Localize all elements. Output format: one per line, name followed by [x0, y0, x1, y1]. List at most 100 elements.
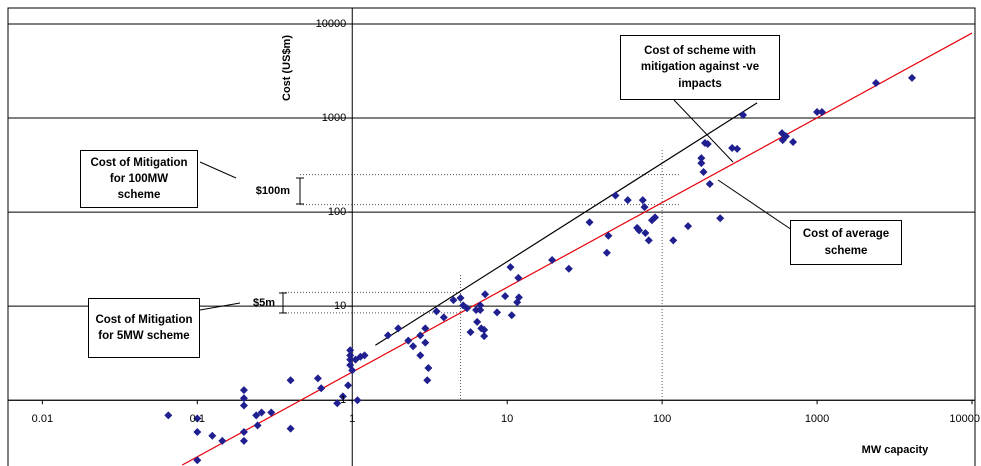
leader-line [199, 302, 241, 311]
data-point [651, 213, 660, 222]
data-point [346, 351, 355, 360]
data-point [602, 248, 611, 257]
data-point [480, 332, 489, 341]
data-point [313, 374, 322, 383]
data-point [421, 324, 430, 333]
leader-lines [199, 99, 796, 314]
data-point [239, 427, 248, 436]
data-point [781, 132, 790, 141]
x-tick-label: 10000 [949, 413, 980, 425]
data-point [344, 381, 353, 390]
data-point [514, 293, 523, 302]
annotation-box: Cost of Mitigation for 5MW scheme [88, 298, 200, 358]
data-point [253, 421, 262, 430]
data-point [728, 144, 737, 153]
data-point [506, 263, 515, 272]
y-tick-label: 100 [328, 206, 346, 218]
data-point [193, 456, 202, 465]
data-point [193, 427, 202, 436]
data-point [193, 414, 202, 423]
data-point [501, 292, 510, 301]
leader-line [199, 161, 237, 179]
data-point [585, 218, 594, 227]
data-point [164, 411, 173, 420]
data-point [383, 331, 392, 340]
data-point [432, 307, 441, 316]
leader-line [717, 179, 796, 233]
data-point [394, 324, 403, 333]
data-point [239, 386, 248, 395]
plot-frame [7, 7, 976, 466]
x-tick-label: 0.01 [32, 413, 53, 425]
data-point [333, 399, 342, 408]
annotation-box: Cost of Mitigation for 100MW scheme [80, 150, 198, 208]
data-point [641, 228, 650, 237]
data-point [353, 396, 362, 405]
data-point [640, 203, 649, 212]
x-tick-label: 1000 [805, 413, 829, 425]
data-point [404, 336, 413, 345]
data-point [697, 154, 706, 163]
data-point [548, 255, 557, 264]
data-point [421, 338, 430, 347]
leader-line [673, 99, 734, 163]
data-point [623, 196, 632, 205]
annotation-box: Cost of average scheme [790, 220, 902, 265]
data-point [286, 376, 295, 385]
data-point [346, 346, 355, 355]
data-point [472, 306, 481, 315]
data-point [252, 411, 261, 420]
data-point [257, 408, 266, 417]
data-point [348, 366, 357, 375]
data-point [338, 392, 347, 401]
data-point [449, 296, 458, 305]
data-point [699, 167, 708, 176]
data-point [208, 431, 217, 440]
data-point [286, 424, 295, 433]
annotation: $5m [253, 297, 275, 309]
data-point [638, 196, 647, 205]
data-point [423, 376, 432, 385]
data-point [908, 73, 917, 82]
data-point [697, 159, 706, 168]
data-point [644, 236, 653, 245]
y-tick-label: 10000 [316, 18, 347, 30]
data-point [439, 313, 448, 322]
data-point [416, 351, 425, 360]
trend-line [182, 32, 973, 466]
data-point [239, 401, 248, 410]
annotation-box: Cost of scheme with mitigation against -… [620, 35, 780, 100]
data-point [716, 214, 725, 223]
x-tick-label: 10 [501, 413, 513, 425]
data-point [514, 273, 523, 282]
data-point [813, 107, 822, 116]
data-point [409, 342, 418, 351]
data-point [480, 325, 489, 334]
annotation: $100m [256, 185, 290, 197]
y-tick-label: 1000 [322, 112, 346, 124]
x-tick-label: 0.1 [190, 413, 205, 425]
data-point [789, 138, 798, 147]
data-point [476, 301, 485, 310]
x-tick-label: 1 [349, 413, 355, 425]
data-point [218, 436, 227, 445]
data-point [239, 436, 248, 445]
x-tick-label: 100 [653, 413, 671, 425]
data-point [611, 191, 620, 200]
data-point [739, 111, 748, 120]
data-point [507, 311, 516, 320]
data-point [481, 290, 490, 299]
data-point [462, 304, 471, 313]
data-point [817, 107, 826, 116]
data-point [733, 144, 742, 153]
y-tick-label: 10 [334, 300, 346, 312]
data-point [669, 236, 678, 245]
data-point [360, 351, 369, 360]
data-point [871, 78, 880, 87]
data-point [267, 408, 276, 417]
data-point [317, 384, 326, 393]
data-point [466, 328, 475, 337]
data-point [493, 308, 502, 317]
data-point [703, 139, 712, 148]
